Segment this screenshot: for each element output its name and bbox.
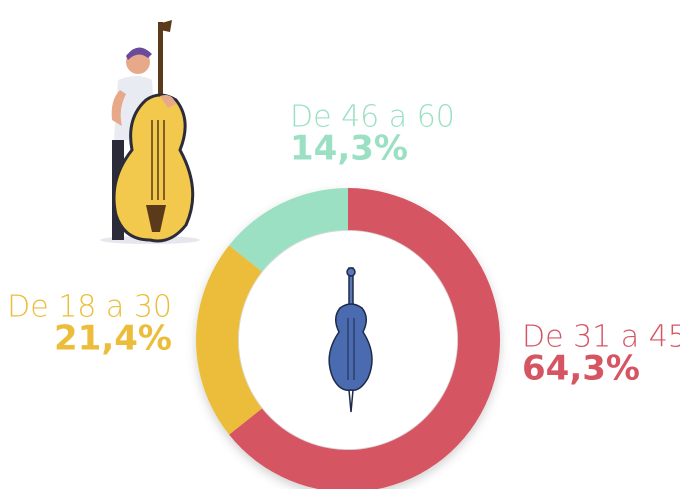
category-label: De 18 a 30 xyxy=(7,290,172,325)
cello-icon xyxy=(328,267,373,413)
value-label: 14,3% xyxy=(290,129,408,169)
value-label: 21,4% xyxy=(54,319,172,359)
category-label: De 46 a 60 xyxy=(290,100,455,135)
donut-segment xyxy=(229,188,348,272)
donut-segment xyxy=(229,188,500,489)
donut-segment xyxy=(195,245,262,435)
category-label: De 31 a 45 xyxy=(522,320,680,355)
musician-illustration xyxy=(100,20,200,244)
value-label: 64,3% xyxy=(522,349,640,389)
